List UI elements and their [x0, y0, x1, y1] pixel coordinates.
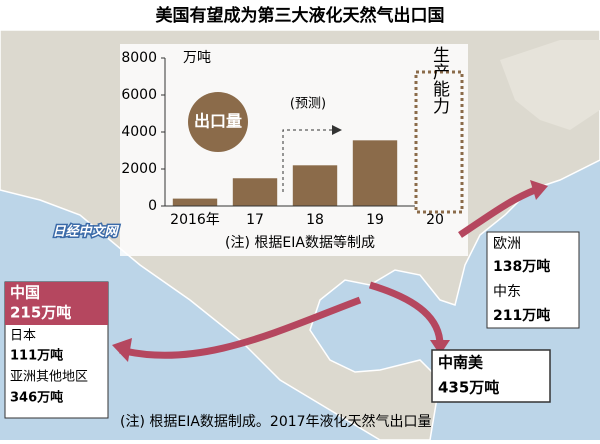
watermark: 日经中文网 — [52, 224, 119, 240]
x-tick-label: 2016年 — [170, 212, 220, 228]
chart: 0 2000 4000 6000 8000 2016年 17 18 19 20 — [121, 50, 444, 228]
y-tick-label: 4000 — [121, 124, 157, 140]
latam-box — [431, 349, 551, 403]
export-arrow-europe — [458, 186, 537, 238]
title: 美国有望成为第三大液化天然气出口国 — [156, 5, 445, 26]
chart-note: (注) 根据EIA数据等制成 — [225, 234, 375, 251]
legend-label: 出口量 — [194, 112, 242, 131]
forecast-arrow — [282, 129, 332, 192]
chart-panel — [120, 44, 468, 256]
latam-item: 435万吨 — [438, 379, 499, 397]
forecast-arrowhead — [332, 125, 342, 135]
asia-header — [5, 282, 108, 325]
land-northeast — [500, 40, 600, 130]
asia-item: 111万吨 — [10, 348, 63, 364]
bar — [232, 178, 278, 206]
bar — [352, 140, 398, 206]
capacity-box — [414, 70, 464, 214]
asia-item: 亚洲其他地区 — [10, 370, 88, 385]
bar — [172, 198, 218, 206]
latam-item: 中南美 — [438, 354, 484, 372]
legend-marker — [188, 92, 248, 152]
arrowhead — [112, 338, 132, 362]
forecast-label: (预测) — [290, 97, 326, 112]
capacity-label: 生产能力 — [429, 46, 450, 114]
footnote: (注) 根据EIA数据制成。2017年液化天然气出口量 — [120, 413, 432, 430]
y-tick-label: 0 — [148, 198, 157, 214]
arrowhead — [430, 340, 450, 355]
x-tick-label: 19 — [366, 212, 384, 228]
europe-item: 138万吨 — [493, 258, 550, 275]
title-band — [0, 0, 600, 30]
arrowhead — [530, 180, 548, 200]
export-arrow-latam — [368, 281, 444, 346]
asia-item: 日本 — [10, 329, 36, 344]
asia-header-text: 215万吨 — [10, 304, 71, 322]
x-tick-label: 17 — [246, 212, 264, 228]
y-tick-label: 6000 — [121, 87, 157, 103]
asia-header-text: 中国 — [10, 284, 40, 302]
europe-item: 211万吨 — [493, 307, 550, 324]
asia-item: 346万吨 — [10, 390, 63, 406]
europe-item: 中东 — [493, 284, 521, 300]
y-unit: 万吨 — [183, 50, 211, 66]
bar — [292, 165, 338, 206]
export-arrow-asia — [119, 296, 362, 359]
y-tick-label: 2000 — [121, 161, 157, 177]
europe-item: 欧洲 — [493, 236, 521, 252]
y-tick-label: 8000 — [121, 50, 157, 66]
x-tick-label: 20 — [426, 212, 444, 228]
x-tick-label: 18 — [306, 212, 324, 228]
europe-box — [486, 231, 580, 329]
